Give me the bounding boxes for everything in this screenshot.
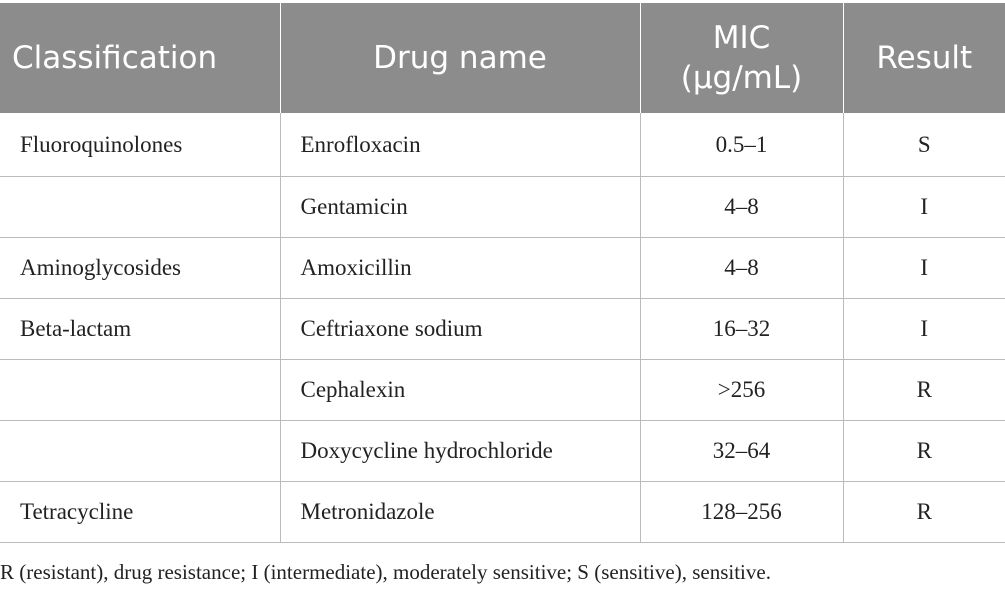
table-cell: R [842,420,1005,482]
table-row: Aminoglycosides Amoxicillin 4–8 I [0,237,1005,299]
header-row: Classification Drug name MIC (μg/mL) Result [0,3,1005,113]
table-cell: 128–256 [639,481,843,543]
table-cell: R [842,481,1005,543]
table-cell [0,176,280,238]
header-cell: Result [842,3,1005,113]
table-cell [0,359,280,421]
table-cell: 32–64 [639,420,843,482]
table-cell: Aminoglycosides [0,237,280,299]
table-row: Cephalexin >256 R [0,359,1005,421]
table-row: Gentamicin 4–8 I [0,176,1005,238]
table-cell: 0.5–1 [639,113,843,177]
table-cell: Beta-lactam [0,298,280,360]
table-cell: Amoxicillin [279,237,640,299]
table-cell: Enrofloxacin [279,113,640,177]
table-cell: S [842,113,1005,177]
table-cell: 4–8 [639,237,843,299]
table-cell: 16–32 [639,298,843,360]
table-cell: Cephalexin [279,359,640,421]
table-row: Fluoroquinolones Enrofloxacin 0.5–1 S [0,113,1005,177]
table-cell: Fluoroquinolones [0,113,280,177]
footnote: R (resistant), drug resistance; I (inter… [0,560,771,584]
table-row: Beta-lactam Ceftriaxone sodium 16–32 I [0,298,1005,360]
table-cell: Gentamicin [279,176,640,238]
table-cell: >256 [639,359,843,421]
table-cell: Doxycycline hydrochloride [279,420,640,482]
header-cell: Classification [0,3,280,113]
table-cell: I [842,176,1005,238]
table-cell: Ceftriaxone sodium [279,298,640,360]
table-body: Fluoroquinolones Enrofloxacin 0.5–1 S Gentam… [0,113,1005,543]
table-cell: 4–8 [639,176,843,238]
table-cell: R [842,359,1005,421]
table-row: Tetracycline Metronidazole 128–256 R [0,481,1005,543]
header-cell: Drug name [279,3,640,113]
table-cell [0,420,280,482]
table-cell: I [842,298,1005,360]
table: Classification Drug name MIC (μg/mL) Result… [0,3,1005,543]
table-cell: Tetracycline [0,481,280,543]
table-row: Doxycycline hydrochloride 32–64 R [0,420,1005,482]
table-cell: Metronidazole [279,481,640,543]
header-cell: MIC (μg/mL) [639,3,843,113]
table-cell: I [842,237,1005,299]
